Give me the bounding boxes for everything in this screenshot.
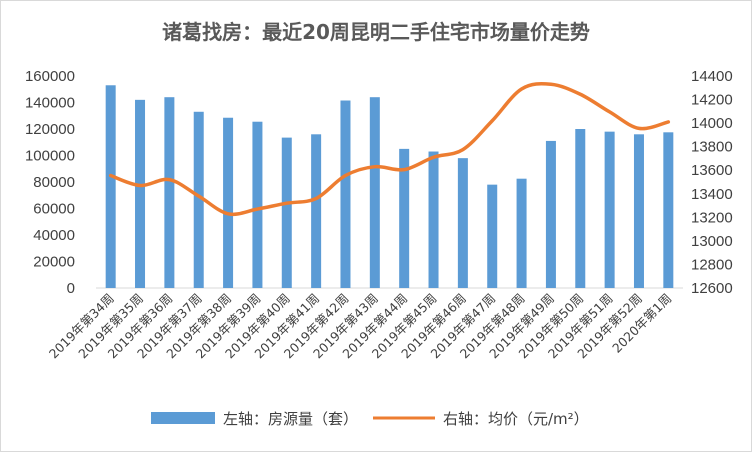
- bar-2019年第46周: [457, 158, 468, 288]
- y-right-tick-label: 12800: [691, 256, 733, 273]
- bar-2019年第34周: [105, 85, 116, 289]
- y-left-tick-label: 20000: [33, 254, 75, 271]
- bar-2019年第42周: [340, 100, 351, 288]
- bar-2019年第39周: [252, 121, 263, 289]
- line-point-2019年第49周: [550, 84, 551, 85]
- line-point-2019年第37周: [198, 196, 199, 197]
- line-point-2019年第50周: [580, 94, 581, 95]
- bar-series: [105, 85, 674, 289]
- legend-bar-swatch: [151, 412, 215, 424]
- line-point-2019年第34周: [110, 175, 111, 176]
- line-series: [108, 81, 671, 217]
- y-left-tick-label: 140000: [25, 95, 75, 112]
- price-line: [108, 81, 671, 217]
- line-point-2020年第1周: [668, 121, 669, 122]
- bar-2020年第1周: [663, 132, 674, 288]
- line-point-2019年第39周: [257, 209, 258, 210]
- y-left-tick-label: 0: [67, 280, 75, 297]
- line-point-2019年第40周: [286, 203, 287, 204]
- bar-2019年第50周: [575, 129, 586, 288]
- bar-2019年第49周: [545, 140, 556, 288]
- line-point-2019年第48周: [521, 88, 522, 89]
- bar-2019年第38周: [223, 117, 234, 288]
- y-right-tick-label: 13200: [691, 209, 733, 226]
- bar-2019年第52周: [633, 134, 644, 288]
- bar-2019年第47周: [487, 184, 498, 288]
- y-left-tick-label: 80000: [33, 174, 75, 191]
- line-point-2019年第43周: [374, 166, 375, 167]
- line-point-2019年第35周: [140, 185, 141, 186]
- line-point-2019年第44周: [404, 169, 405, 170]
- chart-title: 诸葛找房：最近20周昆明二手住宅市场量价走势: [162, 20, 590, 44]
- legend-bar-label: 左轴：房源量（套）: [223, 410, 358, 428]
- line-point-2019年第52周: [638, 128, 639, 129]
- bar-2019年第40周: [281, 137, 292, 288]
- bar-2019年第35周: [135, 99, 146, 288]
- line-point-2019年第42周: [345, 175, 346, 176]
- line-point-2019年第41周: [316, 198, 317, 199]
- line-point-2019年第45周: [433, 157, 434, 158]
- line-point-2019年第36周: [169, 179, 170, 180]
- y-right-tick-label: 13600: [691, 162, 733, 179]
- y-right-tick-label: 12600: [691, 280, 733, 297]
- bar-2019年第44周: [399, 148, 410, 288]
- bar-2019年第36周: [164, 97, 175, 288]
- y-right-tick-label: 13400: [691, 186, 733, 203]
- y-left-tick-label: 40000: [33, 227, 75, 244]
- y-right-tick-label: 14400: [691, 68, 733, 85]
- legend: 左轴：房源量（套） 右轴：均价（元/m²）: [151, 410, 589, 428]
- line-point-2019年第46周: [462, 149, 463, 150]
- bar-2019年第43周: [369, 97, 380, 288]
- y-right-tick-label: 14200: [691, 92, 733, 109]
- y-left-tick-label: 160000: [25, 68, 75, 85]
- line-point-2019年第47周: [492, 120, 493, 121]
- y-left-tick-label: 120000: [25, 121, 75, 138]
- y-left-tick-label: 100000: [25, 148, 75, 165]
- bar-2019年第45周: [428, 151, 439, 288]
- legend-line-label: 右轴：均价（元/m²）: [443, 410, 589, 428]
- line-point-2019年第51周: [609, 111, 610, 112]
- line-point-2019年第38周: [228, 213, 229, 214]
- y-right-tick-label: 14000: [691, 115, 733, 132]
- y-left-tick-label: 60000: [33, 201, 75, 218]
- bar-2019年第48周: [516, 178, 527, 288]
- bar-2019年第51周: [604, 131, 615, 288]
- bar-2019年第41周: [311, 134, 322, 288]
- y-right-tick-label: 13800: [691, 139, 733, 156]
- bar-2019年第37周: [193, 111, 204, 289]
- y-right-tick-label: 13000: [691, 233, 733, 250]
